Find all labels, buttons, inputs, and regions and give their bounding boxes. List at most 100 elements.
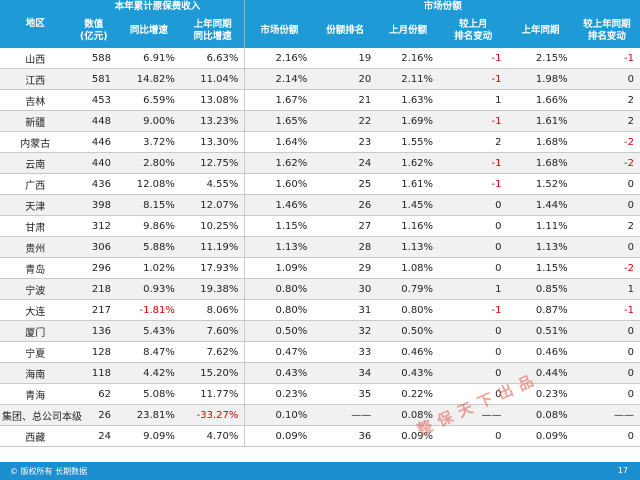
cell-value: 24 (70, 425, 117, 447)
cell-rank-change-year: 0 (573, 425, 640, 447)
cell-last-year: 1.68% (507, 152, 574, 174)
cell-share: 0.43% (244, 362, 314, 384)
cell-share: 2.14% (244, 68, 314, 90)
cell-value: 136 (70, 320, 117, 342)
cell-share: 0.23% (244, 383, 314, 405)
header-rank-change-year: 较上年同期 排名变动 (573, 14, 640, 48)
cell-last-yoy: 19.38% (180, 278, 245, 300)
cell-rank-change-year: 0 (573, 194, 640, 216)
cell-yoy: 5.08% (116, 383, 181, 405)
cell-last-year: 1.13% (507, 236, 574, 258)
cell-value: 26 (70, 404, 117, 426)
cell-value: 296 (70, 257, 117, 279)
table-row: 集团、总公司本级 26 23.81% -33.27% 0.10% —— 0.08% —— 0.0… (0, 404, 640, 426)
cell-value: 588 (70, 48, 117, 69)
cell-value: 306 (70, 236, 117, 258)
cell-region: 贵州 (0, 236, 71, 258)
cell-yoy: 2.80% (116, 152, 181, 174)
table-row: 山西 588 6.91% 6.63% 2.16% 19 2.16% -1 2.15% -1 (0, 48, 640, 69)
cell-value: 453 (70, 89, 117, 111)
footer-bar: © 版权所有 长期数据 17 (0, 462, 640, 480)
cell-rank: —— (313, 404, 378, 426)
cell-rank: 32 (313, 320, 378, 342)
cell-last-yoy: 11.19% (180, 236, 245, 258)
cell-last-yoy: 13.08% (180, 89, 245, 111)
cell-yoy: 12.08% (116, 173, 181, 195)
cell-value: 398 (70, 194, 117, 216)
cell-yoy: 6.91% (116, 48, 181, 69)
cell-rank-change-month: 0 (439, 215, 508, 237)
table-row: 厦门 136 5.43% 7.60% 0.50% 32 0.50% 0 0.51% 0 (0, 320, 640, 342)
cell-last-month: 0.08% (377, 404, 440, 426)
cell-yoy: 0.93% (116, 278, 181, 300)
header-rank-change-month: 较上月 排名变动 (439, 14, 508, 48)
cell-last-year: 1.11% (507, 215, 574, 237)
cell-last-year: 0.51% (507, 320, 574, 342)
cell-region: 海南 (0, 362, 71, 384)
cell-value: 218 (70, 278, 117, 300)
cell-last-month: 1.08% (377, 257, 440, 279)
cell-last-yoy: 8.06% (180, 299, 245, 321)
cell-rank-change-month: 0 (439, 194, 508, 216)
cell-share: 0.10% (244, 404, 314, 426)
premium-table-wrapper: 地区 本年累计原保费收入 市场份额 数值 (亿元) 同比增速 上年同期 同比增速… (0, 0, 640, 447)
cell-rank: 19 (313, 48, 378, 69)
cell-last-yoy: 7.60% (180, 320, 245, 342)
cell-rank-change-year: 0 (573, 236, 640, 258)
header-value: 数值 (亿元) (70, 14, 117, 48)
cell-value: 217 (70, 299, 117, 321)
cell-last-month: 1.69% (377, 110, 440, 132)
cell-last-month: 0.80% (377, 299, 440, 321)
cell-last-month: 2.16% (377, 48, 440, 69)
cell-region: 新疆 (0, 110, 71, 132)
cell-rank-change-year: 0 (573, 173, 640, 195)
cell-share: 0.50% (244, 320, 314, 342)
cell-rank: 33 (313, 341, 378, 363)
cell-yoy: 23.81% (116, 404, 181, 426)
cell-rank-change-month: 0 (439, 425, 508, 447)
table-row: 新疆 448 9.00% 13.23% 1.65% 22 1.69% -1 1.61% 2 (0, 110, 640, 132)
cell-rank-change-month: -1 (439, 110, 508, 132)
cell-last-month: 1.55% (377, 131, 440, 153)
cell-share: 0.80% (244, 278, 314, 300)
cell-value: 118 (70, 362, 117, 384)
table-row: 内蒙古 446 3.72% 13.30% 1.64% 23 1.55% 2 1.68% -2 (0, 131, 640, 153)
cell-rank-change-month: 0 (439, 341, 508, 363)
cell-last-yoy: 11.77% (180, 383, 245, 405)
cell-share: 1.15% (244, 215, 314, 237)
table-row: 云南 440 2.80% 12.75% 1.62% 24 1.62% -1 1.68% -2 (0, 152, 640, 174)
cell-last-yoy: 4.70% (180, 425, 245, 447)
cell-last-year: 0.09% (507, 425, 574, 447)
cell-rank-change-year: 0 (573, 362, 640, 384)
table-row: 贵州 306 5.88% 11.19% 1.13% 28 1.13% 0 1.13% 0 (0, 236, 640, 258)
cell-last-year: 1.61% (507, 110, 574, 132)
cell-region: 宁波 (0, 278, 71, 300)
cell-rank-change-year: -2 (573, 257, 640, 279)
cell-last-yoy: 13.23% (180, 110, 245, 132)
premium-table: 地区 本年累计原保费收入 市场份额 数值 (亿元) 同比增速 上年同期 同比增速… (0, 0, 640, 447)
cell-yoy: 1.02% (116, 257, 181, 279)
cell-rank-change-month: 0 (439, 236, 508, 258)
cell-last-year: 0.23% (507, 383, 574, 405)
table-row: 青海 62 5.08% 11.77% 0.23% 35 0.22% 0 0.23% 0 (0, 383, 640, 405)
page-number: 17 (617, 466, 628, 475)
cell-region: 广西 (0, 173, 71, 195)
cell-value: 128 (70, 341, 117, 363)
header-last-month: 上月份额 (377, 14, 440, 48)
cell-last-year: 0.08% (507, 404, 574, 426)
cell-last-year: 1.66% (507, 89, 574, 111)
cell-rank-change-month: 0 (439, 362, 508, 384)
table-row: 宁波 218 0.93% 19.38% 0.80% 30 0.79% 1 0.85% 1 (0, 278, 640, 300)
cell-rank: 22 (313, 110, 378, 132)
table-row: 吉林 453 6.59% 13.08% 1.67% 21 1.63% 1 1.66% 2 (0, 89, 640, 111)
cell-last-yoy: -33.27% (180, 404, 245, 426)
cell-last-month: 0.09% (377, 425, 440, 447)
cell-rank-change-year: -2 (573, 152, 640, 174)
cell-share: 0.47% (244, 341, 314, 363)
cell-last-month: 0.46% (377, 341, 440, 363)
cell-last-year: 1.44% (507, 194, 574, 216)
cell-rank-change-month: -1 (439, 299, 508, 321)
header-rank: 份额排名 (313, 14, 378, 48)
cell-share: 1.64% (244, 131, 314, 153)
cell-last-yoy: 11.04% (180, 68, 245, 90)
